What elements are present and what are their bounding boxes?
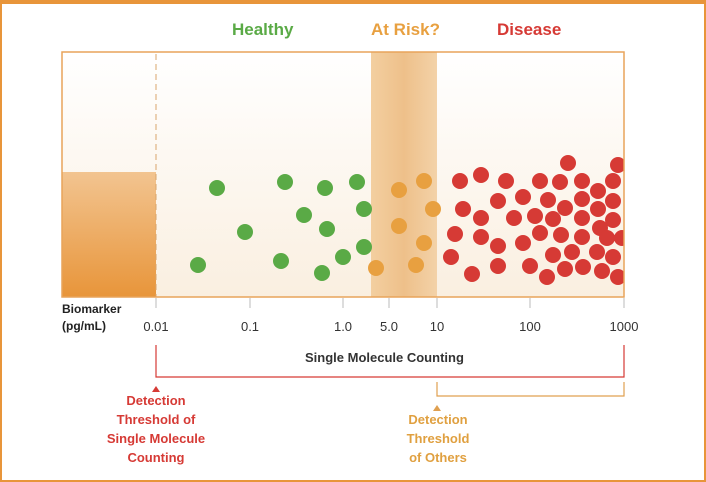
single-molecule-label: Single Molecule Counting [305, 350, 464, 365]
healthy-dot [273, 253, 289, 269]
disease-dot [490, 258, 506, 274]
disease-dot [557, 200, 573, 216]
disease-dot [599, 230, 615, 246]
disease-dot [455, 201, 471, 217]
disease-dot [506, 210, 522, 226]
disease-dot [447, 226, 463, 242]
disease-dot [590, 183, 606, 199]
at-risk-dot [425, 201, 441, 217]
healthy-dot [317, 180, 333, 196]
healthy-dot [356, 239, 372, 255]
tick-label: 1.0 [334, 319, 352, 334]
healthy-dot [349, 174, 365, 190]
at-risk-dot [416, 173, 432, 189]
note-line: Detection [407, 410, 470, 429]
disease-dot [490, 238, 506, 254]
at-risk-dot [416, 235, 432, 251]
healthy-dot [314, 265, 330, 281]
at-risk-dot [391, 218, 407, 234]
others-bracket [437, 382, 624, 396]
axis-label-line2: (pg/mL) [62, 319, 106, 333]
disease-dot [515, 189, 531, 205]
disease-dot [464, 266, 480, 282]
note-line: Threshold [407, 429, 470, 448]
disease-dot [532, 173, 548, 189]
disease-dot [527, 208, 543, 224]
below-threshold-bar [62, 172, 156, 297]
healthy-dot [296, 207, 312, 223]
tick-label: 10 [430, 319, 444, 334]
tick-label: 0.01 [143, 319, 168, 334]
disease-dot [560, 155, 576, 171]
axis-label-line1: Biomarker [62, 302, 121, 316]
note-line: of Others [407, 448, 470, 467]
disease-dot [574, 173, 590, 189]
disease-dot [605, 249, 621, 265]
disease-dot [574, 229, 590, 245]
note-line: Threshold of [107, 410, 205, 429]
disease-dot [545, 247, 561, 263]
disease-dot [498, 173, 514, 189]
disease-dot [545, 211, 561, 227]
disease-dot [473, 229, 489, 245]
disease-dot [490, 193, 506, 209]
disease-dot [473, 167, 489, 183]
disease-dot [515, 235, 531, 251]
note-line: Detection [107, 391, 205, 410]
tick-label: 0.1 [241, 319, 259, 334]
at-risk-dot [408, 257, 424, 273]
healthy-dot [356, 201, 372, 217]
disease-dot [574, 210, 590, 226]
at-risk-dot [368, 260, 384, 276]
disease-dot [522, 258, 538, 274]
disease-dot [473, 210, 489, 226]
smc-threshold-note: Detection Threshold of Single Molecule C… [107, 391, 205, 467]
healthy-dot [277, 174, 293, 190]
others-threshold-note: Detection Threshold of Others [407, 410, 470, 467]
disease-dot [574, 191, 590, 207]
healthy-dot [190, 257, 206, 273]
tick-label: 1000 [610, 319, 639, 334]
disease-dot [452, 173, 468, 189]
healthy-dot [319, 221, 335, 237]
at-risk-dot [391, 182, 407, 198]
disease-dot [590, 201, 606, 217]
disease-dot [589, 244, 605, 260]
note-line: Single Molecule [107, 429, 205, 448]
disease-dot [557, 261, 573, 277]
healthy-dot [237, 224, 253, 240]
tick-label: 5.0 [380, 319, 398, 334]
disease-dot [594, 263, 610, 279]
disease-dot [552, 174, 568, 190]
disease-dot [614, 230, 630, 246]
note-line: Counting [107, 448, 205, 467]
disease-dot [575, 259, 591, 275]
disease-dot [605, 193, 621, 209]
tick-label: 100 [519, 319, 541, 334]
healthy-dot [335, 249, 351, 265]
disease-dot [532, 225, 548, 241]
disease-dot [605, 173, 621, 189]
disease-dot [553, 227, 569, 243]
healthy-dot [209, 180, 225, 196]
disease-dot [539, 269, 555, 285]
disease-dot [443, 249, 459, 265]
disease-dot [564, 244, 580, 260]
disease-dot [540, 192, 556, 208]
